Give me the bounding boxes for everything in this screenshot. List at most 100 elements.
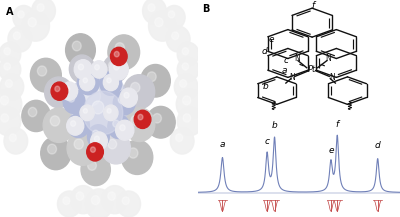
Circle shape bbox=[108, 61, 116, 69]
Text: c: c bbox=[265, 137, 270, 146]
Circle shape bbox=[176, 134, 183, 142]
Circle shape bbox=[37, 4, 44, 12]
Circle shape bbox=[28, 18, 36, 27]
Circle shape bbox=[134, 110, 151, 128]
Circle shape bbox=[114, 51, 119, 57]
Circle shape bbox=[117, 191, 140, 217]
Circle shape bbox=[66, 34, 95, 66]
Circle shape bbox=[70, 186, 96, 214]
Circle shape bbox=[13, 5, 35, 29]
Circle shape bbox=[110, 47, 127, 66]
Circle shape bbox=[142, 0, 166, 24]
Circle shape bbox=[102, 132, 130, 164]
Circle shape bbox=[28, 107, 37, 117]
Circle shape bbox=[115, 43, 124, 53]
Circle shape bbox=[100, 71, 122, 95]
Circle shape bbox=[4, 128, 28, 154]
Circle shape bbox=[61, 82, 78, 100]
Circle shape bbox=[69, 55, 95, 83]
Circle shape bbox=[130, 82, 140, 93]
Circle shape bbox=[0, 74, 24, 100]
Circle shape bbox=[0, 42, 21, 66]
Circle shape bbox=[120, 88, 138, 107]
Circle shape bbox=[177, 107, 203, 136]
Circle shape bbox=[80, 105, 94, 121]
Circle shape bbox=[148, 4, 155, 12]
Circle shape bbox=[4, 48, 10, 55]
Text: a: a bbox=[220, 140, 225, 150]
Circle shape bbox=[5, 80, 12, 87]
Circle shape bbox=[138, 114, 143, 120]
Circle shape bbox=[131, 115, 140, 125]
Circle shape bbox=[122, 140, 153, 174]
Circle shape bbox=[118, 96, 125, 104]
Circle shape bbox=[82, 76, 89, 83]
Text: N: N bbox=[325, 54, 330, 63]
Circle shape bbox=[76, 192, 84, 200]
Text: f: f bbox=[311, 0, 314, 10]
Circle shape bbox=[72, 119, 79, 126]
Circle shape bbox=[1, 114, 8, 122]
Circle shape bbox=[170, 128, 194, 154]
Text: b: b bbox=[263, 82, 268, 91]
Circle shape bbox=[81, 153, 110, 186]
Circle shape bbox=[51, 82, 68, 100]
Circle shape bbox=[0, 96, 9, 105]
Text: e: e bbox=[269, 35, 274, 44]
Circle shape bbox=[174, 74, 198, 100]
Circle shape bbox=[103, 55, 128, 82]
Circle shape bbox=[109, 59, 128, 80]
Circle shape bbox=[94, 136, 100, 141]
Circle shape bbox=[91, 196, 100, 205]
Circle shape bbox=[91, 132, 107, 150]
Circle shape bbox=[88, 125, 109, 149]
Circle shape bbox=[75, 61, 83, 70]
Circle shape bbox=[70, 121, 76, 126]
Text: Pt: Pt bbox=[308, 65, 316, 74]
Circle shape bbox=[124, 92, 129, 98]
Circle shape bbox=[108, 192, 116, 200]
Circle shape bbox=[108, 35, 140, 70]
Circle shape bbox=[68, 95, 74, 102]
Circle shape bbox=[103, 74, 118, 91]
Circle shape bbox=[41, 137, 71, 170]
Circle shape bbox=[30, 58, 61, 92]
Circle shape bbox=[141, 64, 170, 97]
Circle shape bbox=[9, 134, 16, 142]
Circle shape bbox=[0, 58, 21, 81]
Text: B: B bbox=[202, 4, 210, 14]
Circle shape bbox=[87, 143, 103, 161]
Text: b: b bbox=[272, 121, 278, 130]
Circle shape bbox=[180, 80, 187, 87]
Circle shape bbox=[51, 84, 59, 93]
Circle shape bbox=[113, 91, 135, 115]
Circle shape bbox=[172, 32, 179, 40]
Circle shape bbox=[65, 86, 70, 92]
Text: d: d bbox=[375, 141, 380, 150]
Circle shape bbox=[48, 144, 56, 154]
Circle shape bbox=[124, 75, 155, 109]
Circle shape bbox=[72, 41, 81, 51]
Circle shape bbox=[80, 74, 95, 91]
Circle shape bbox=[177, 58, 199, 81]
Circle shape bbox=[0, 107, 21, 136]
Circle shape bbox=[63, 90, 85, 113]
Circle shape bbox=[108, 115, 130, 139]
Circle shape bbox=[83, 91, 123, 135]
Circle shape bbox=[69, 72, 129, 137]
Circle shape bbox=[116, 120, 134, 140]
Circle shape bbox=[107, 108, 111, 113]
Circle shape bbox=[92, 130, 99, 137]
Circle shape bbox=[148, 11, 176, 41]
Circle shape bbox=[168, 11, 175, 18]
Circle shape bbox=[95, 65, 99, 70]
Circle shape bbox=[91, 61, 107, 78]
Circle shape bbox=[32, 0, 56, 24]
Circle shape bbox=[74, 60, 92, 79]
Circle shape bbox=[153, 113, 162, 123]
Circle shape bbox=[176, 89, 204, 119]
Circle shape bbox=[114, 64, 119, 70]
Circle shape bbox=[182, 63, 189, 70]
Circle shape bbox=[88, 161, 96, 170]
Text: a: a bbox=[282, 66, 288, 75]
